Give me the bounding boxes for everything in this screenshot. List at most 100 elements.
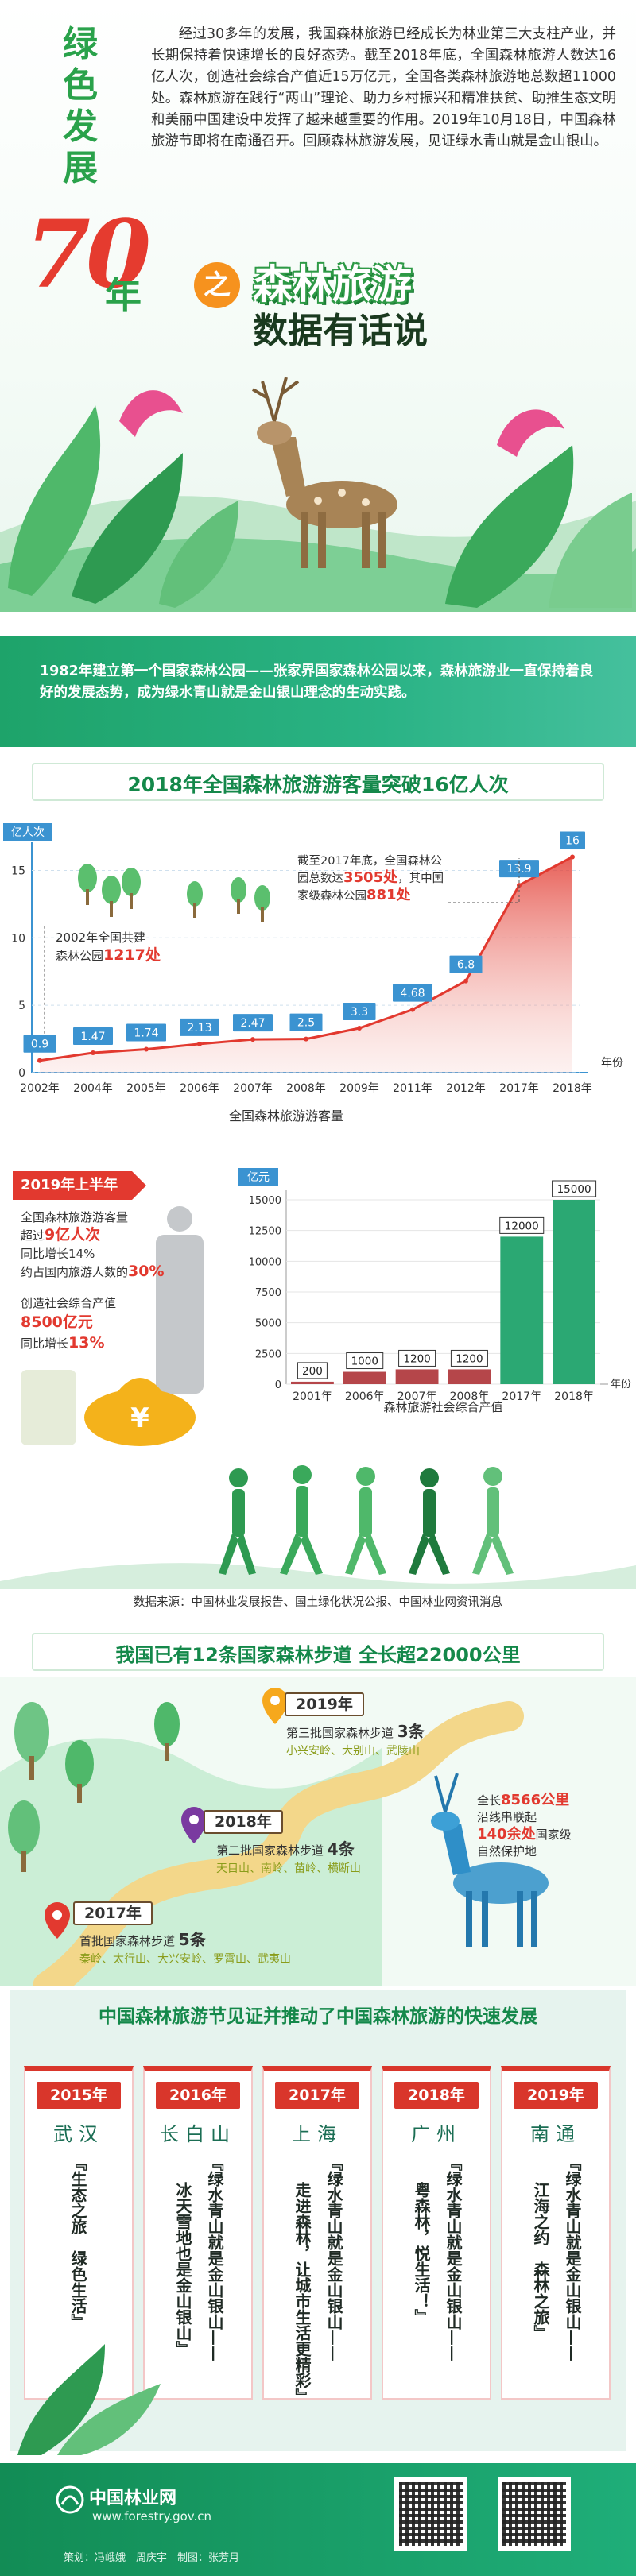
qr-code-icon[interactable]: [394, 2477, 467, 2551]
data-label: 15000: [557, 1183, 591, 1196]
yuan-coin-icon: ¥: [130, 1402, 149, 1434]
data-point: [144, 1046, 149, 1052]
data-label: 3.3: [351, 1006, 368, 1019]
annotation-2017-l2: 园总数达3505处，其中国: [297, 868, 444, 886]
data-source: 数据来源：中国林业发展报告、国土绿化状况公报、中国林业网资讯消息: [134, 1596, 502, 1609]
walker-icon: [156, 1206, 204, 1394]
annotation-2002-num: 1217处: [103, 946, 161, 964]
forest-tourism-title: 森林旅游: [253, 261, 412, 307]
tree-icon: [122, 868, 141, 896]
data-point: [304, 1036, 308, 1042]
data-label-box: [289, 1013, 323, 1031]
flower-icon: [497, 409, 564, 457]
y-axis-label: 亿人次: [11, 826, 45, 839]
data-label: 1200: [456, 1352, 483, 1365]
walker-icon: [472, 1467, 514, 1575]
data-label-box: [180, 1018, 219, 1036]
festival-theme-line2: 江海之约 森林之旅』: [531, 2182, 550, 2341]
x-tick-label: 2007年: [233, 1082, 273, 1095]
year-char: 年: [105, 274, 142, 317]
data-point: [37, 1058, 42, 1063]
batch1-places: 秦岭、太行山、大兴安岭、罗霄山、武夷山: [80, 1953, 291, 1966]
x-tick-label: 2008年: [450, 1390, 490, 1403]
h1-line4: 约占国内旅游人数的30%: [21, 1263, 165, 1281]
festival-year: 2016年: [156, 2082, 240, 2109]
annotation-2017-l3: 家级森林公园881处: [297, 886, 412, 903]
note-line4: 自然保护地: [477, 1844, 537, 1859]
festival-theme-line2: 粤森林，悦生活！』: [412, 2182, 431, 2325]
chart-title: 全国森林旅游游客量: [229, 1108, 343, 1124]
festival-theme: 『绿水青山就是金山银山——: [444, 2155, 463, 2361]
y-tick-label: 2500: [255, 1348, 281, 1360]
tree-trunk: [130, 893, 133, 909]
festival-card: 2018年 广州 『绿水青山就是金山银山—— 粤森林，悦生活！』: [382, 2066, 491, 2400]
tree-icon: [65, 1740, 94, 1803]
data-label-box: [499, 1216, 545, 1234]
data-label-box: [398, 1349, 436, 1367]
visitor-area-chart: 亿人次 0 5 10 15 0.9 2002年 1.47 2004年 1.74 2005年 2.13 2…: [3, 823, 623, 1124]
data-label-box: [552, 1180, 597, 1197]
batch2-count: 4条: [327, 1839, 355, 1859]
tree-trunk: [86, 889, 89, 905]
x-tick-label: 2011年: [393, 1082, 432, 1095]
walker-icon: [345, 1467, 386, 1575]
festival-card: 2016年 长白山 『绿水青山就是金山银山—— 冰天雪地也是金山银山』: [143, 2066, 253, 2400]
x-tick-label: 2007年: [398, 1390, 437, 1403]
batch3-places: 小兴安岭、大别山、武陵山: [286, 1745, 420, 1758]
footer: 中国林业网 www.forestry.gov.cn 策划：冯峨娥 周庆宇 制图：…: [0, 2463, 636, 2576]
annotation-leader: [448, 858, 520, 903]
qr-code-icon[interactable]: [498, 2477, 571, 2551]
section2-title-bar: [32, 1633, 604, 1671]
footer-credit: 策划：冯峨娥 周庆宇 制图：张芳月: [64, 2552, 240, 2564]
annotation-2017-parks: 3505处: [343, 868, 398, 886]
tree-icon: [154, 1702, 180, 1761]
intro-paragraph: 经过30多年的发展，我国森林旅游已经成长为林业第三大支柱产业，并长期保持着快速增…: [151, 26, 616, 149]
x-tick-label: 2008年: [286, 1082, 326, 1095]
footer-logo-text: 中国林业网: [89, 2489, 177, 2508]
data-label-box: [393, 984, 432, 1002]
map-pin-icon: [181, 1807, 207, 1843]
leaf-icon: [445, 445, 574, 608]
data-label-box: [450, 1349, 488, 1367]
band-text: 1982年建立第一个国家森林公园——张家界国家森林公园以来，森林旅游业一直保持着…: [40, 663, 594, 701]
hero-illustration: [0, 377, 636, 612]
intro-band: 1982年建立第一个国家森林公园——张家界国家森林公园以来，森林旅游业一直保持着…: [0, 636, 636, 747]
festival-year: 2017年: [275, 2082, 359, 2109]
tree-icon: [14, 1702, 49, 1780]
data-label: 4.68: [400, 988, 425, 1000]
y-unit-box: [3, 823, 52, 841]
festival-theme-line2: 走进森林，让城市生活更精彩』: [293, 2182, 312, 2404]
trail-summary-note: 全长8566公里 沿线串联起 140余处国家级 自然保护地: [477, 1792, 572, 1860]
tree-trunk: [237, 899, 240, 914]
y-tick-label: 10: [11, 932, 25, 945]
y-tick-label: 0: [18, 1067, 25, 1080]
data-label: 1.47: [80, 1031, 105, 1043]
festival-city: 南通: [530, 2123, 581, 2145]
batch3-name: 第三批国家森林步道: [286, 1726, 394, 1740]
note-count: 140余处: [477, 1826, 536, 1843]
footer-url[interactable]: www.forestry.gov.cn: [92, 2509, 212, 2524]
leaf-icon: [8, 405, 101, 596]
y-axis-label: 亿元: [247, 1171, 270, 1184]
x-tick-label: 2018年: [553, 1082, 592, 1095]
big-number: 70: [25, 199, 151, 309]
tree-icon: [102, 876, 121, 904]
festival-theme: 『绿水青山就是金山银山——: [205, 2155, 224, 2361]
data-point: [357, 1026, 362, 1031]
data-label: 1.74: [134, 1027, 158, 1039]
annotation-2017-l2-post: ，其中国: [398, 872, 444, 885]
deer-icon: [431, 1773, 549, 1947]
data-label-box: [73, 1027, 113, 1046]
section2-title: 我国已有12条国家森林步道 全长超22000公里: [115, 1644, 521, 1666]
batch1-count: 5条: [178, 1930, 206, 1949]
data-label: 2.13: [187, 1022, 211, 1035]
h1-line7-pre: 同比增长: [21, 1336, 69, 1351]
x-tick-label: 2004年: [73, 1082, 113, 1095]
festival-theme: 『绿水青山就是金山银山——: [324, 2155, 343, 2361]
data-label-box: [560, 831, 585, 849]
festival-year: 2018年: [394, 2082, 479, 2109]
batch3-year: 2019年: [285, 1692, 364, 1716]
h1-2019-box: 2019年上半年 全国森林旅游游客量 超过9亿人次 同比增长14% 约占国内旅游…: [13, 1171, 211, 1454]
data-label: 13.9: [506, 863, 531, 876]
